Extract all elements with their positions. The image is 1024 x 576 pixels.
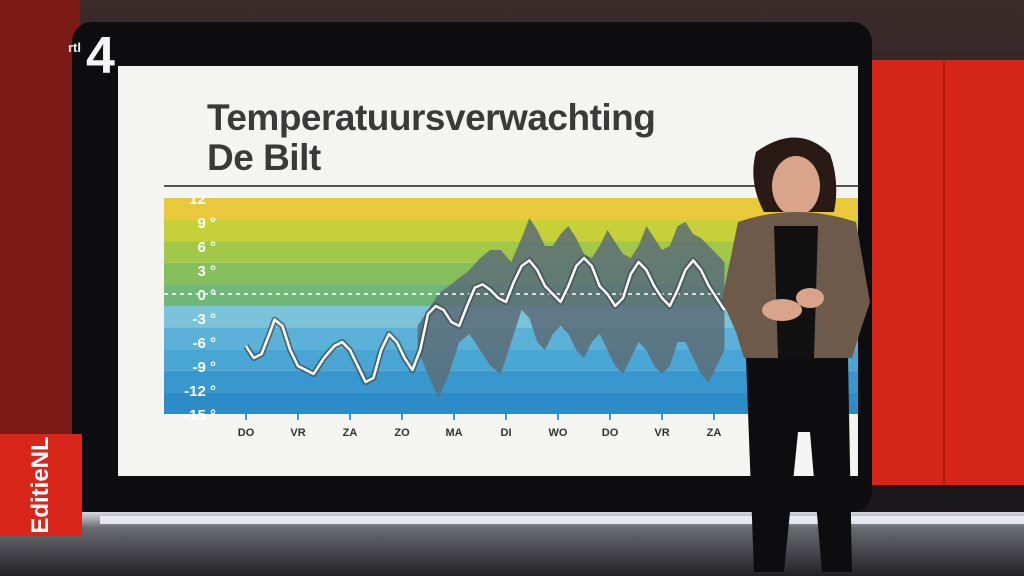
- x-tick-label: ZA: [707, 427, 722, 439]
- presenter: [722, 137, 870, 572]
- y-tick-label: 0 °: [197, 287, 216, 304]
- temperature-band: [164, 198, 858, 220]
- y-tick-label: -6 °: [192, 335, 216, 352]
- y-tick-label: -15 °: [184, 407, 216, 424]
- logo-number: 4: [86, 27, 115, 85]
- chart-title-line1: Temperatuursverwachting: [207, 97, 656, 138]
- temperature-band: [164, 349, 858, 371]
- y-tick-label: -9 °: [192, 359, 216, 376]
- red-wall-right: [858, 60, 1024, 485]
- x-tick-label: WO: [549, 427, 568, 439]
- x-tick-label: VR: [654, 427, 669, 439]
- editienl-badge-text: EditieNL: [27, 436, 54, 534]
- y-tick-label: 3 °: [197, 263, 216, 280]
- logo-rtl-text: rtl: [68, 40, 81, 55]
- editienl-badge: EditieNL: [0, 434, 82, 536]
- y-tick-label: 12 °: [189, 196, 216, 208]
- rtl4-logo: rtl 4: [66, 30, 126, 86]
- y-tick-label: 9 °: [197, 215, 216, 232]
- title-divider: [164, 185, 858, 187]
- y-tick-label: -12 °: [184, 383, 216, 400]
- chart-title-line2: De Bilt: [207, 137, 321, 178]
- x-tick-label: ZO: [394, 427, 410, 439]
- x-tick-label: VR: [290, 427, 305, 439]
- expected-temperature-line: [244, 256, 726, 384]
- temperature-chart: 12 ° 9 ° 6 ° 3 ° 0 ° -3 ° -6 ° -9 ° -12 ° -15 ° D…: [164, 196, 858, 439]
- chart-title: Temperatuursverwachting De Bilt: [207, 97, 656, 178]
- x-tick-label: DI: [501, 427, 512, 439]
- x-tick-label: DO: [602, 427, 619, 439]
- red-wall-left: [0, 0, 80, 470]
- forecast-spread-band: [417, 218, 725, 398]
- x-tick-label: MA: [445, 427, 462, 439]
- floor-light-strip: [100, 516, 1024, 524]
- y-tick-label: 6 °: [197, 239, 216, 256]
- x-tick-label: DO: [238, 427, 255, 439]
- temperature-band: [164, 392, 858, 414]
- temperature-band: [164, 370, 858, 393]
- y-tick-label: -3 °: [192, 311, 216, 328]
- x-tick-label: ZA: [343, 427, 358, 439]
